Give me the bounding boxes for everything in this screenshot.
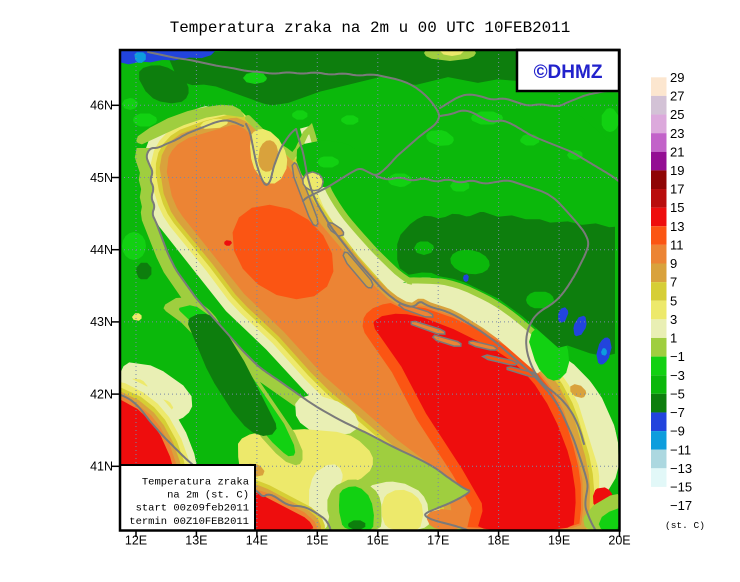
- svg-text:−15: −15: [670, 480, 692, 495]
- svg-text:14E: 14E: [246, 534, 268, 548]
- svg-text:17: 17: [670, 182, 684, 197]
- svg-text:18E: 18E: [487, 534, 509, 548]
- svg-text:Temperatura zraka na 2m u 00 U: Temperatura zraka na 2m u 00 UTC 10FEB20…: [170, 19, 571, 37]
- svg-text:−17: −17: [670, 498, 692, 513]
- svg-text:©DHMZ: ©DHMZ: [534, 62, 603, 83]
- svg-text:16E: 16E: [367, 534, 389, 548]
- svg-text:−1: −1: [670, 349, 685, 364]
- svg-text:44N: 44N: [90, 243, 113, 257]
- svg-text:23: 23: [670, 126, 684, 141]
- svg-text:41N: 41N: [90, 460, 113, 474]
- svg-text:19E: 19E: [548, 534, 570, 548]
- svg-text:1: 1: [670, 331, 677, 346]
- svg-text:15: 15: [670, 200, 684, 215]
- svg-text:43N: 43N: [90, 315, 113, 329]
- svg-text:27: 27: [670, 89, 684, 104]
- svg-text:21: 21: [670, 144, 684, 159]
- svg-text:29: 29: [670, 70, 684, 85]
- svg-text:13E: 13E: [185, 534, 207, 548]
- svg-text:9: 9: [670, 256, 677, 271]
- svg-text:7: 7: [670, 275, 677, 290]
- svg-text:11: 11: [670, 237, 684, 252]
- svg-text:−5: −5: [670, 386, 685, 401]
- svg-text:17E: 17E: [427, 534, 449, 548]
- svg-text:46N: 46N: [90, 99, 113, 113]
- svg-text:start 00z09feb2011: start 00z09feb2011: [136, 503, 249, 515]
- svg-text:15E: 15E: [306, 534, 328, 548]
- svg-text:−7: −7: [670, 405, 685, 420]
- svg-text:−9: −9: [670, 424, 685, 439]
- svg-text:(st. C): (st. C): [665, 520, 705, 531]
- svg-text:42N: 42N: [90, 387, 113, 401]
- svg-text:5: 5: [670, 293, 677, 308]
- svg-text:19: 19: [670, 163, 684, 178]
- svg-text:45N: 45N: [90, 171, 113, 185]
- svg-text:3: 3: [670, 312, 677, 327]
- svg-text:20E: 20E: [608, 534, 630, 548]
- svg-text:Temperatura zraka: Temperatura zraka: [142, 476, 249, 488]
- svg-text:na 2m (st. C): na 2m (st. C): [167, 490, 249, 502]
- svg-text:−13: −13: [670, 461, 692, 476]
- svg-text:25: 25: [670, 107, 684, 122]
- svg-text:13: 13: [670, 219, 684, 234]
- svg-text:−3: −3: [670, 368, 685, 383]
- svg-text:termin 00Z10FEB2011: termin 00Z10FEB2011: [129, 516, 249, 528]
- svg-text:−11: −11: [670, 442, 691, 457]
- svg-text:12E: 12E: [125, 534, 147, 548]
